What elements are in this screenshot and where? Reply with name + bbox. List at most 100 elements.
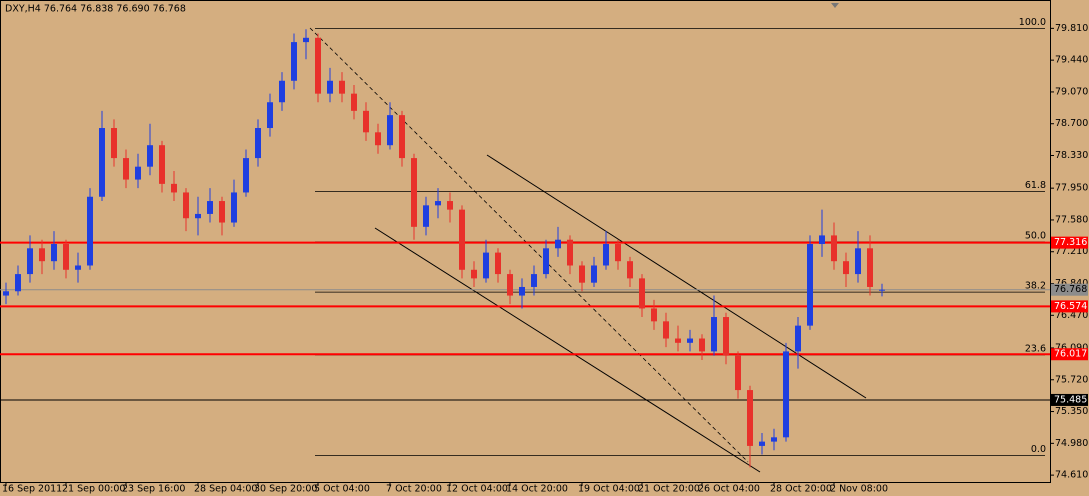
candle-body <box>387 115 393 146</box>
candle-body <box>159 145 165 184</box>
candle-body <box>663 321 669 339</box>
fib-label: 0.0 <box>1031 444 1046 455</box>
candle-body <box>615 244 621 262</box>
candle-body <box>111 128 117 159</box>
candle-body <box>219 201 225 223</box>
x-tick-label: 21 Sep 00:00 <box>62 484 125 495</box>
shift-marker <box>831 3 839 8</box>
x-tick-label: 30 Sep 20:00 <box>254 484 317 495</box>
y-tick-label: 78.700 <box>1055 118 1088 129</box>
chart-title: DXY,H4 76.764 76.838 76.690 76.768 <box>5 4 186 15</box>
y-tick-label: 76.090 <box>1055 342 1088 353</box>
x-tick-label: 2 Nov 08:00 <box>830 484 888 495</box>
candle-body <box>291 42 297 81</box>
x-tick-label: 28 Oct 20:00 <box>770 484 832 495</box>
candle-body <box>711 317 717 352</box>
y-tick-label: 78.330 <box>1055 150 1088 161</box>
candle-body <box>783 351 789 438</box>
y-tick-label: 77.580 <box>1055 214 1088 225</box>
candle-body <box>807 244 813 326</box>
candle-body <box>207 201 213 214</box>
candle-body <box>507 274 513 296</box>
plot-frame <box>0 0 1051 483</box>
candle-body <box>483 252 489 279</box>
candle-body <box>879 289 885 291</box>
y-tick-label: 76.840 <box>1055 278 1088 289</box>
candle-body <box>303 37 309 43</box>
candle-body <box>627 261 633 279</box>
x-tick-label: 7 Oct 20:00 <box>386 484 442 495</box>
candle-body <box>339 80 345 94</box>
candle-body <box>51 244 57 262</box>
candle-body <box>723 317 729 356</box>
candle-body <box>567 239 573 266</box>
x-tick-label: 5 Oct 04:00 <box>314 484 370 495</box>
x-tick-label: 19 Oct 04:00 <box>578 484 640 495</box>
candle-body <box>135 166 141 180</box>
price-tag <box>1051 300 1088 313</box>
candle-body <box>591 265 597 283</box>
candle-body <box>39 248 45 262</box>
fib-label: 50.0 <box>1025 230 1046 241</box>
candle-body <box>531 274 537 287</box>
y-tick-label: 76.470 <box>1055 310 1088 321</box>
candle-body <box>435 201 441 206</box>
candle-body <box>399 115 405 159</box>
x-tick-label: 12 Oct 04:00 <box>446 484 508 495</box>
fib-trend-line <box>309 27 749 463</box>
candle-body <box>819 235 825 245</box>
y-tick-label: 75.720 <box>1055 374 1088 385</box>
y-tick-label: 79.440 <box>1055 55 1088 66</box>
candle-body <box>183 192 189 219</box>
fib-label: 38.2 <box>1025 281 1046 292</box>
candle-body <box>843 261 849 275</box>
candle-body <box>327 80 333 94</box>
candle-body <box>267 102 273 129</box>
channel-line <box>374 227 761 473</box>
candle-body <box>675 338 681 343</box>
price-tag-label: 76.574 <box>1054 301 1087 312</box>
candle-body <box>411 158 417 227</box>
candle-body <box>855 248 861 275</box>
x-tick-label: 14 Oct 20:00 <box>506 484 568 495</box>
x-tick-label: 16 Sep 2011 <box>2 484 62 495</box>
fib-label: 61.8 <box>1025 180 1046 191</box>
candle-body <box>471 269 477 279</box>
candle-body <box>3 291 9 296</box>
price-tag-label: 75.485 <box>1054 394 1087 405</box>
x-tick-label: 21 Oct 20:00 <box>638 484 700 495</box>
price-tag-label: 76.017 <box>1054 349 1087 360</box>
y-tick-label: 75.350 <box>1055 406 1088 417</box>
candle-body <box>639 278 645 309</box>
candle-body <box>27 248 33 275</box>
candle-body <box>759 441 765 446</box>
candle-body <box>831 235 837 262</box>
candle-body <box>495 252 501 275</box>
candle-body <box>795 325 801 352</box>
candle-body <box>543 248 549 275</box>
price-tag <box>1051 236 1088 249</box>
candle-body <box>363 110 369 133</box>
candle-body <box>195 213 201 219</box>
candle-body <box>243 158 249 193</box>
y-tick-label: 74.980 <box>1055 438 1088 449</box>
price-tag <box>1051 283 1088 296</box>
candle-body <box>603 244 609 266</box>
candle-body <box>375 132 381 146</box>
candle-body <box>555 239 561 249</box>
candle-body <box>75 265 81 270</box>
y-tick-label: 79.070 <box>1055 86 1088 97</box>
x-tick-label: 23 Sep 16:00 <box>122 484 185 495</box>
candle-body <box>99 128 105 197</box>
candle-body <box>315 37 321 94</box>
candle-body <box>279 80 285 103</box>
candle-body <box>687 338 693 343</box>
channel-line <box>486 154 867 399</box>
candle-body <box>771 437 777 442</box>
candle-body <box>231 192 237 223</box>
fib-label: 23.6 <box>1025 343 1046 354</box>
candle-body <box>447 201 453 210</box>
price-tag <box>1051 393 1088 406</box>
candle-body <box>651 308 657 322</box>
